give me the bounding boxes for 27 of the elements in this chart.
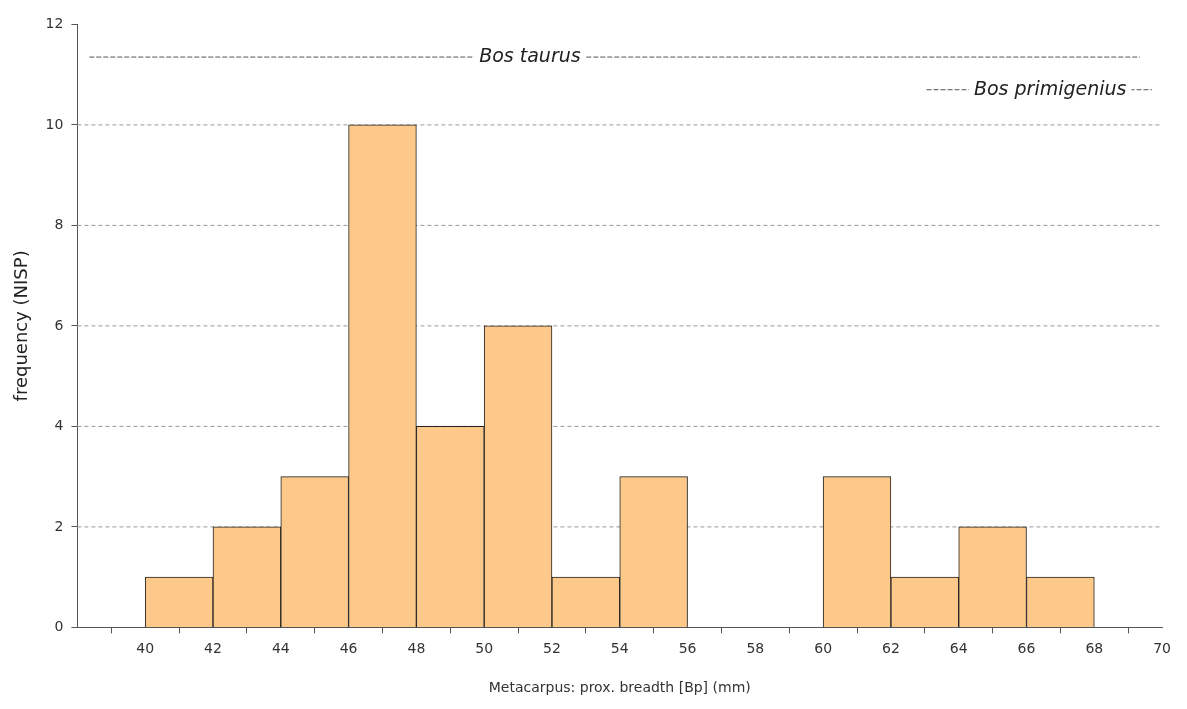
x-tick-label: 46	[339, 640, 358, 657]
y-axis-title: frequency (NISP)	[10, 250, 32, 402]
y-tick-label: 4	[54, 417, 64, 434]
x-tick-label: 44	[271, 640, 290, 657]
y-tick-label: 10	[45, 115, 64, 132]
x-tick-label: 50	[475, 640, 494, 657]
y-tick-label: 12	[45, 15, 64, 32]
x-tick-label: 66	[1017, 640, 1036, 657]
x-tick-label: 56	[678, 640, 697, 657]
y-tick-label: 6	[54, 316, 64, 333]
x-tick-label: 68	[1085, 640, 1104, 657]
y-tick-label: 8	[54, 216, 64, 233]
x-tick-label: 58	[746, 640, 765, 657]
annotation: Bos primigenius	[973, 76, 1127, 99]
x-tick-label: 60	[814, 640, 833, 657]
x-tick-label: 42	[204, 640, 222, 657]
x-tick-label: 64	[949, 640, 968, 657]
x-axis-title: Metacarpus: prox. breadth [Bp] (mm)	[488, 679, 751, 696]
x-tick-label: 52	[543, 640, 561, 657]
annotation: Bos taurus	[479, 44, 581, 66]
x-tick-label: 62	[882, 640, 900, 657]
x-tick-label: 40	[136, 640, 155, 657]
y-tick-label: 0	[54, 618, 64, 635]
x-tick-label: 54	[610, 640, 629, 657]
y-tick-label: 2	[54, 517, 64, 534]
x-tick-label: 48	[407, 640, 426, 657]
x-tick-label: 70	[1153, 640, 1172, 657]
